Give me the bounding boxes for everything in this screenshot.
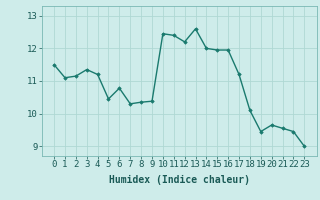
X-axis label: Humidex (Indice chaleur): Humidex (Indice chaleur) <box>109 175 250 185</box>
